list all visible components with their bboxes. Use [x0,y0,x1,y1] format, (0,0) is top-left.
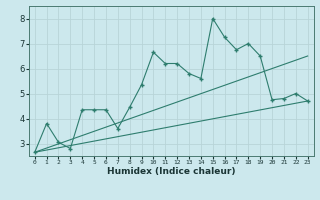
X-axis label: Humidex (Indice chaleur): Humidex (Indice chaleur) [107,167,236,176]
